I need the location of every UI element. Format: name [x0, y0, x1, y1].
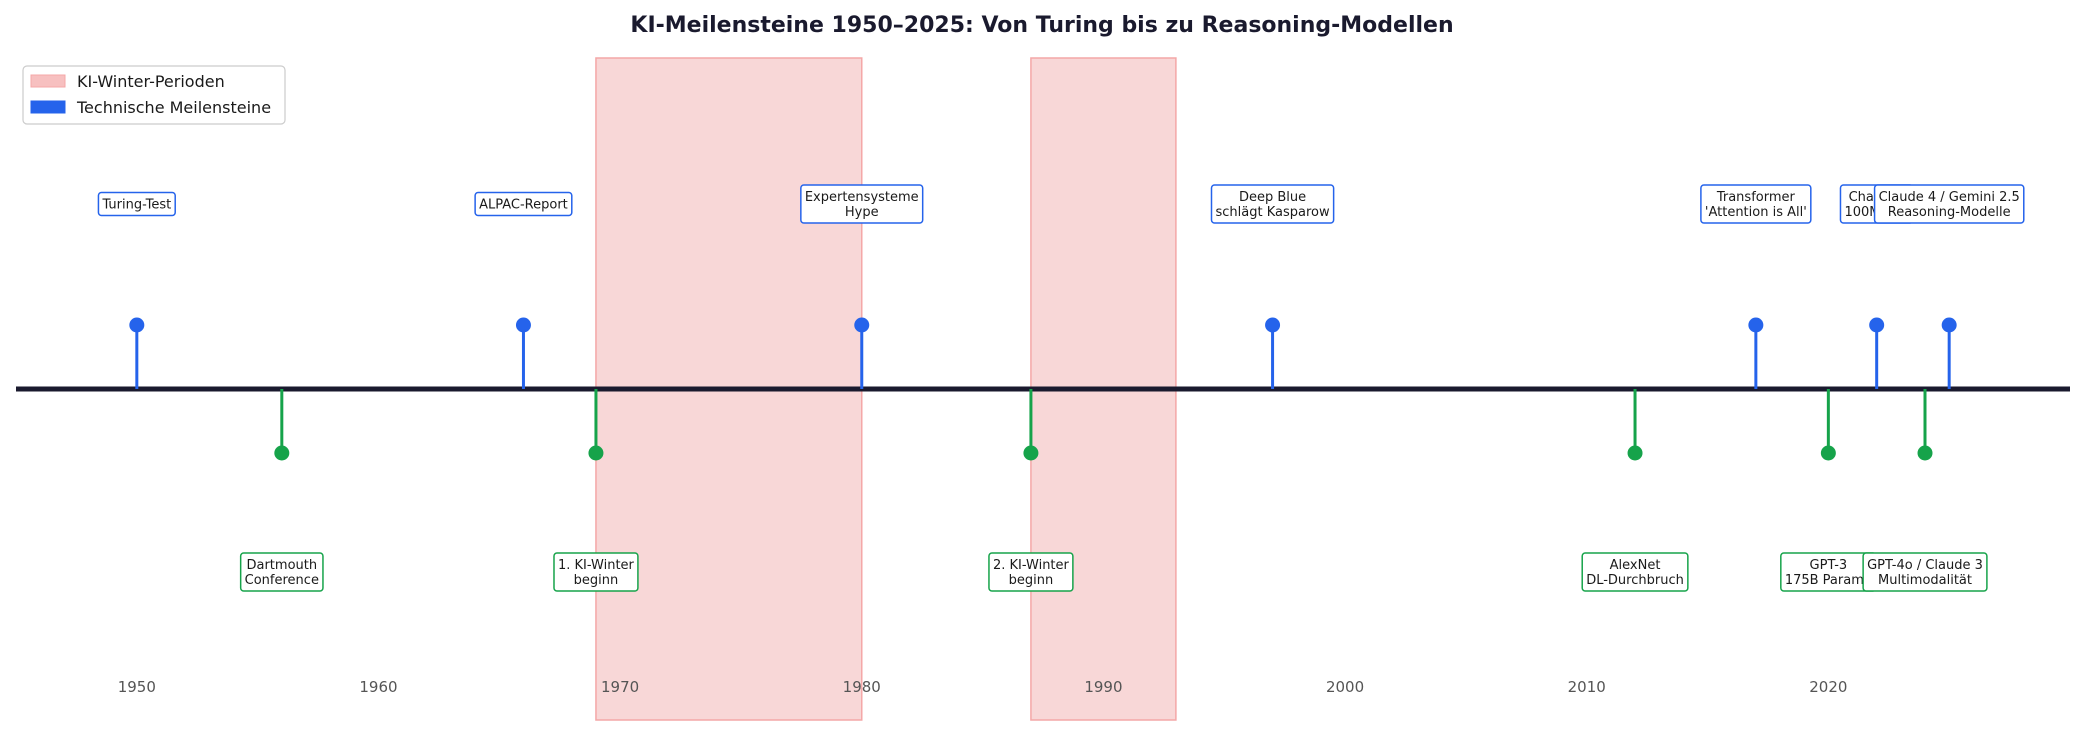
x-tick-label: 1960: [359, 678, 397, 696]
event-marker-above-1: [515, 317, 531, 333]
x-tick-label: 1950: [118, 678, 156, 696]
event-label-below-5-line-0: GPT-4o / Claude 3: [1867, 558, 1983, 573]
event-label-below-4-line-0: GPT-3: [1810, 558, 1848, 573]
event-label-below-1-line-0: 1. KI-Winter: [558, 558, 635, 573]
event-marker-below-4: [1820, 445, 1836, 461]
event-marker-above-2: [854, 317, 870, 333]
x-tick-label: 2000: [1326, 678, 1364, 696]
event-label-box-above-3: [1210, 184, 1335, 224]
event-label-box-above-6: [1873, 184, 2025, 224]
event-label-below-0-line-1: Conference: [245, 573, 319, 588]
event-label-above-0-line-0: Turing-Test: [101, 198, 171, 213]
event-label-box-above-1: [474, 191, 573, 217]
event-label-below-3-line-0: AlexNet: [1610, 558, 1661, 573]
event-marker-above-4: [1748, 317, 1764, 333]
event-label-box-below-3: [1581, 552, 1689, 592]
event-marker-below-0: [274, 445, 290, 461]
event-label-below-5-line-1: Multimodalität: [1878, 573, 1972, 588]
legend-swatch-1: [30, 100, 66, 114]
event-label-above-6-line-0: Claude 4 / Gemini 2.5: [1879, 190, 2020, 205]
event-label-box-above-2: [800, 184, 924, 224]
event-label-above-3-line-1: schlägt Kasparow: [1216, 205, 1330, 220]
x-tick-label: 2010: [1568, 678, 1606, 696]
event-label-below-2-line-1: beginn: [1009, 573, 1054, 588]
event-label-box-below-1: [553, 552, 639, 592]
event-marker-below-2: [1023, 445, 1039, 461]
event-label-box-below-5: [1862, 552, 1988, 592]
legend: KI-Winter-Perioden Technische Meilenstein…: [22, 65, 286, 125]
event-label-above-3-line-0: Deep Blue: [1239, 190, 1306, 205]
event-label-box-below-0: [239, 552, 324, 592]
x-tick-label: 1980: [843, 678, 881, 696]
legend-label-0: KI-Winter-Perioden: [77, 72, 225, 91]
legend-label-1: Technische Meilensteine: [76, 98, 271, 117]
event-label-above-6-line-1: Reasoning-Modelle: [1888, 205, 2011, 220]
event-label-above-1-line-0: ALPAC-Report: [479, 198, 568, 213]
event-label-below-1-line-1: beginn: [574, 573, 619, 588]
event-label-below-3-line-1: DL-Durchbruch: [1586, 573, 1684, 588]
event-label-above-4-line-1: 'Attention is All': [1705, 205, 1807, 220]
chart-title: KI-Meilensteine 1950–2025: Von Turing bi…: [630, 13, 1453, 38]
event-marker-below-5: [1917, 445, 1933, 461]
event-label-below-2-line-0: 2. KI-Winter: [993, 558, 1070, 573]
event-label-below-4-line-1: 175B Parame: [1785, 573, 1872, 588]
x-tick-labels: 1950 1960 1970 1980 1990 2000 2010 2020: [118, 678, 1848, 696]
event-label-box-above-0: [97, 191, 176, 217]
event-label-above-2-line-1: Hype: [845, 205, 879, 220]
event-marker-below-3: [1627, 445, 1643, 461]
event-marker-below-1: [588, 445, 604, 461]
event-label-above-4-line-0: Transformer: [1716, 190, 1796, 205]
event-marker-above-5: [1869, 317, 1885, 333]
event-label-above-2-line-0: Expertensysteme: [805, 190, 919, 205]
event-stems: [135, 325, 1951, 453]
legend-swatch-0: [30, 74, 66, 88]
x-tick-label: 1990: [1084, 678, 1122, 696]
event-label-box-above-4: [1700, 184, 1812, 224]
event-marker-above-0: [129, 317, 145, 333]
event-label-box-below-2: [988, 552, 1074, 592]
x-tick-label: 2020: [1809, 678, 1847, 696]
event-label-below-0-line-0: Dartmouth: [246, 558, 317, 573]
event-markers: [129, 317, 1957, 461]
event-marker-above-3: [1265, 317, 1281, 333]
legend-frame: [22, 65, 286, 125]
event-marker-above-6: [1941, 317, 1957, 333]
event-labels: Turing-Test ALPAC-Report ExpertensystemeHy…: [97, 184, 2025, 592]
x-tick-label: 1970: [601, 678, 639, 696]
